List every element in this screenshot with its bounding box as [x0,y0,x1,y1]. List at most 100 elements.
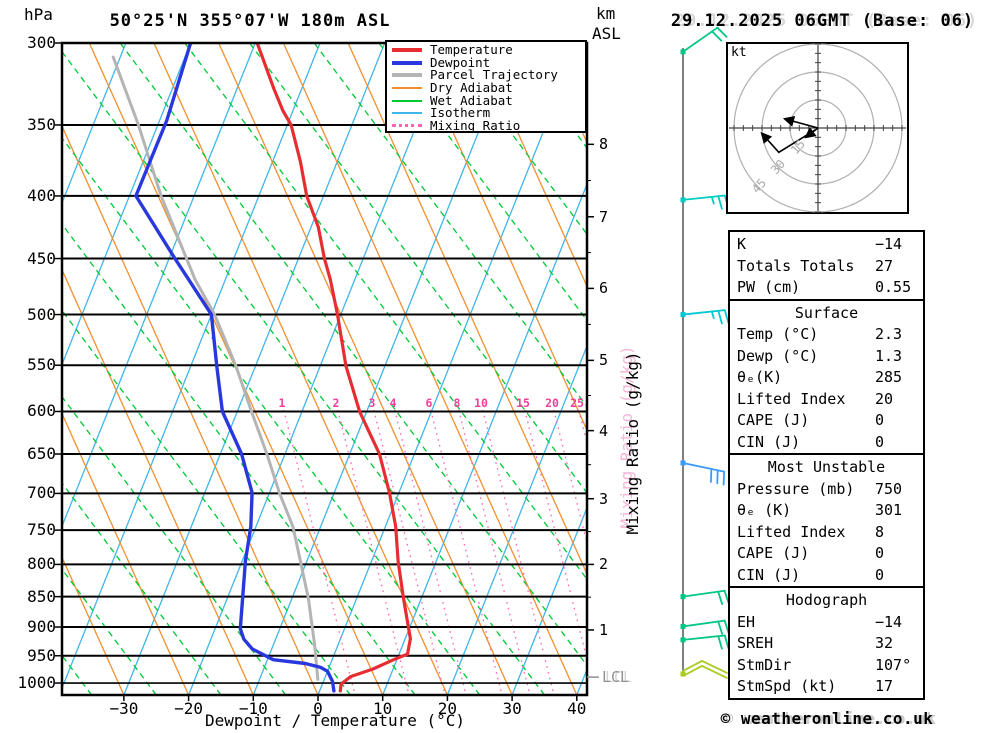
mixing-ratio-label-6: 6 [425,396,433,410]
hodograph-wind-vector [782,115,819,129]
dry-adiabat-line [62,268,254,695]
pressure-label-600: 600 [27,401,56,421]
stats-row: CAPE (J) 0 [730,410,923,432]
stats-row: PW (cm) 0.55 [730,277,923,299]
barb-full [716,26,728,38]
stats-row-value: 0 [875,544,885,562]
stats-row-label: CAPE (J) [737,411,810,429]
legend-item: Dry Adiabat [387,80,585,96]
barb-full [723,619,730,634]
stats-row-label: CAPE (J) [737,544,810,562]
calm-chevron [682,659,728,674]
stats-row-label: K [737,235,747,253]
stats-row-label: Temp (°C) [737,325,819,343]
stats-row-value: 2.3 [875,325,903,343]
barb-full [717,620,724,635]
temp-label-30: 30 [502,699,522,718]
stats-row: Pressure (mb) 750 [730,479,923,501]
stats-row-value: 285 [875,368,903,386]
km-label-7: 7 [599,207,609,226]
isotherm-line [511,505,587,695]
stats-row-value: 0 [875,565,885,584]
pressure-label-750: 750 [27,520,56,540]
pressure-label-350: 350 [27,114,56,134]
temp-label-20: 20 [437,699,458,718]
barb-half [710,310,715,320]
legend-item: Isotherm [387,107,585,120]
stats-row-label: Pressure (mb) [737,479,855,498]
barb-full [717,590,724,605]
stats-panel: K −14 Totals Totals 27 PW (cm) 0.55 Surface Tem… [728,230,925,700]
mixing-ratio-line [373,409,446,695]
mixing-ratio-label-8: 8 [453,396,461,410]
legend-thin-line-sample [392,87,422,90]
barb-half [710,195,715,205]
parcel-trajectory-curve [111,55,320,681]
mixing-ratio-label-20: 20 [545,396,559,410]
hodograph [726,42,909,214]
km-label-5: 5 [599,351,609,370]
mixing-ratio-label-15: 15 [516,396,530,410]
km-label-6: 6 [599,279,609,298]
pressure-label-900: 900 [27,617,56,637]
hodograph-wind-vector [760,129,816,154]
legend-item-label: Dewpoint [430,54,491,70]
legend-thin-line-sample [392,99,422,102]
stats-row-value: 301 [875,501,903,519]
stats-row-value: 0 [875,432,885,451]
stats-row-value: 0 [875,411,885,429]
legend-item: Wet Adiabat [387,94,585,107]
stats-row-value: 1.3 [875,346,903,365]
pressure-label-650: 650 [27,444,56,464]
wind-barb [680,26,728,55]
stats-row: Dewp (°C) 1.3 [730,346,923,368]
pressure-label-450: 450 [27,248,56,268]
plot-border [60,41,589,697]
isotherm-line [62,43,321,690]
legend-item: Dewpoint [387,54,585,70]
xaxis-title: Dewpoint / Temperature (°C) [204,711,466,730]
isotherm-line [123,43,386,695]
legend-item-label: Mixing Ratio [430,117,521,133]
stats-section-title: Most Unstable [767,458,886,476]
pressure-label-400: 400 [27,185,56,205]
stats-row-label: CIN (J) [737,432,801,451]
legend-item-label: Wet Adiabat [430,92,513,108]
stats-row-label: θₑ (K) [737,501,792,519]
mixing-ratio-line [524,409,587,662]
lcl-label: LCL [602,668,630,686]
stats-row: StmDir 107° [730,655,923,677]
legend-thin-line-sample [392,112,422,115]
stats-row-value: 750 [875,479,903,498]
mixing-ratio-line [482,409,555,695]
pressure-label-300: 300 [27,33,56,52]
stats-row-value: 107° [875,655,912,674]
legend-item: Mixing Ratio [387,117,585,133]
legend-item-label: Dry Adiabat [430,80,513,96]
wind-barb [680,194,730,210]
legend-item-label: Isotherm [430,105,491,121]
sounding-curves [111,43,412,693]
stats-row-label: Totals Totals [737,256,855,275]
mixing-ratio-label-1: 1 [278,396,286,410]
barb-full [717,635,723,650]
pressure-label-950: 950 [27,645,56,665]
isotherm-line [317,43,580,695]
km-label-2: 2 [599,555,609,574]
temp-label-0: 0 [313,699,323,718]
stats-row-value: −14 [875,235,903,253]
stats-row: StmSpd (kt) 17 [730,676,923,698]
legend-item-label: Temperature [430,42,513,58]
isotherm-line [187,43,451,695]
dry-adiabat-line [62,412,190,695]
dry-adiabat-line [153,43,448,695]
wind-barb [680,619,730,635]
barb-full [711,30,723,42]
temp-label--20: −20 [174,699,204,718]
stats-row: θₑ (K) 301 [730,500,923,522]
pressure-label-500: 500 [27,304,56,324]
dry-adiabat-line [412,43,587,432]
wind-barb [680,309,730,325]
stats-row-label: θₑ(K) [737,368,783,386]
legend-thick-line-sample [392,60,422,65]
